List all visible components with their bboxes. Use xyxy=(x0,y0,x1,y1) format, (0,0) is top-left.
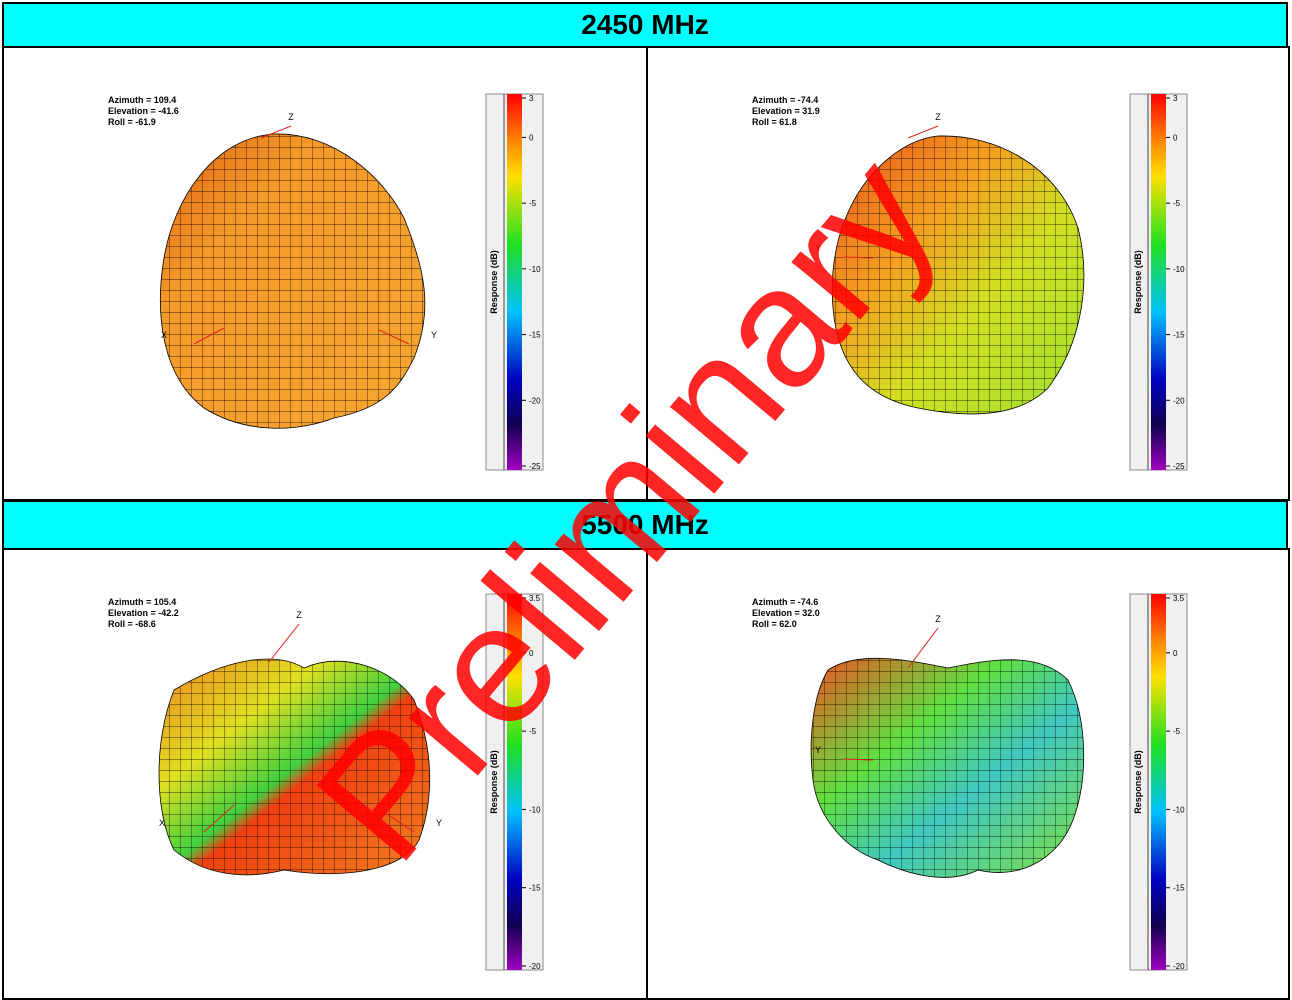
view-param: Azimuth = 105.4 xyxy=(108,597,176,607)
colorbar xyxy=(1151,94,1166,470)
radiation-mesh xyxy=(832,136,1084,414)
colorbar xyxy=(507,94,522,470)
view-param: Roll = 62.0 xyxy=(752,619,797,629)
colorbar xyxy=(1151,594,1166,970)
colorbar-tick-label: 0 xyxy=(1173,649,1178,658)
view-param: Azimuth = -74.6 xyxy=(752,597,818,607)
colorbar-tick-label: -10 xyxy=(1173,805,1185,814)
axis-label: Z xyxy=(935,614,941,624)
colorbar-tick-label: -10 xyxy=(529,805,541,814)
colorbar-label: Response (dB) xyxy=(1133,250,1143,314)
colorbar-tick-label: -15 xyxy=(529,884,541,893)
radiation-mesh xyxy=(811,658,1084,877)
axis-line xyxy=(269,624,299,662)
axis-label: X xyxy=(159,818,165,828)
colorbar-tick-label: -5 xyxy=(1173,199,1181,208)
view-param: Elevation = -41.6 xyxy=(108,106,179,116)
view-param: Roll = -68.6 xyxy=(108,619,156,629)
view-param: Roll = 61.8 xyxy=(752,117,797,127)
colorbar-tick-label: -20 xyxy=(1173,396,1185,405)
view-param: Elevation = 31.9 xyxy=(752,106,820,116)
view-param: Elevation = 32.0 xyxy=(752,608,820,618)
colorbar-tick-label: -25 xyxy=(1173,462,1185,471)
section-header: 2450 MHz xyxy=(2,2,1288,48)
axis-line xyxy=(908,628,938,668)
colorbar-tick-label: -15 xyxy=(1173,884,1185,893)
axis-label: Y xyxy=(815,745,821,755)
colorbar-label: Response (dB) xyxy=(1133,750,1143,814)
colorbar-label: Response (dB) xyxy=(489,250,499,314)
colorbar-tick-label: -15 xyxy=(529,331,541,340)
colorbar-tick-label: -5 xyxy=(529,727,537,736)
page: 2450 MHz Azimuth = 109.4Elevation = -41.6… xyxy=(0,0,1292,1000)
colorbar-tick-label: -20 xyxy=(529,396,541,405)
colorbar-tick-label: 3 xyxy=(1173,94,1178,103)
view-param: Azimuth = -74.4 xyxy=(752,95,818,105)
axis-label: Y xyxy=(436,818,442,828)
axis-label: Y xyxy=(815,243,821,253)
colorbar xyxy=(507,594,522,970)
colorbar-tick-label: 0 xyxy=(1173,133,1178,142)
colorbar-tick-label: -5 xyxy=(1173,727,1181,736)
colorbar-tick-label: -10 xyxy=(529,265,541,274)
axis-label: Z xyxy=(296,610,302,620)
radiation-mesh xyxy=(159,659,430,875)
radiation-mesh xyxy=(160,134,425,428)
section-title: 5500 MHz xyxy=(581,509,709,541)
view-param: Azimuth = 109.4 xyxy=(108,95,176,105)
colorbar-tick-label: 0 xyxy=(529,133,534,142)
colorbar-label: Response (dB) xyxy=(489,750,499,814)
axis-label: X xyxy=(161,330,167,340)
colorbar-tick-label: 3.5 xyxy=(1173,594,1185,603)
colorbar-tick-label: 3.5 xyxy=(529,594,541,603)
section-header: 5500 MHz xyxy=(2,500,1288,550)
section-title: 2450 MHz xyxy=(581,9,709,41)
colorbar-tick-label: -15 xyxy=(1173,331,1185,340)
axis-label: Z xyxy=(935,112,941,122)
colorbar-tick-label: 0 xyxy=(529,649,534,658)
colorbar-tick-label: -20 xyxy=(1173,962,1185,971)
colorbar-tick-label: 3 xyxy=(529,94,534,103)
axis-label: Y xyxy=(431,330,437,340)
view-param: Elevation = -42.2 xyxy=(108,608,179,618)
colorbar-tick-label: -20 xyxy=(529,962,541,971)
colorbar-tick-label: -25 xyxy=(529,462,541,471)
view-param: Roll = -61.9 xyxy=(108,117,156,127)
colorbar-tick-label: -5 xyxy=(529,199,537,208)
colorbar-tick-label: -10 xyxy=(1173,265,1185,274)
axis-label: Z xyxy=(288,112,294,122)
